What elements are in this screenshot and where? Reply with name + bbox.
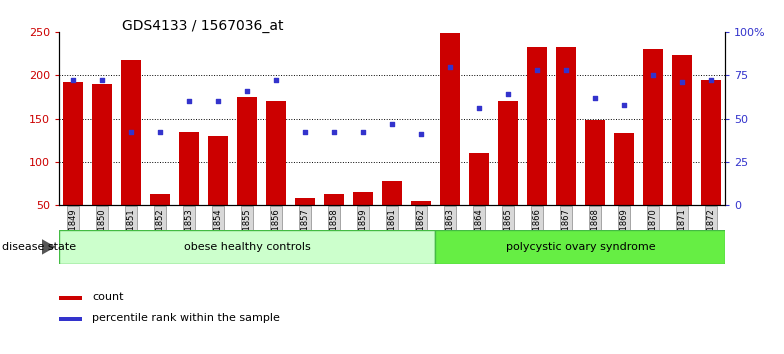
Point <box>154 130 166 135</box>
Polygon shape <box>42 239 56 255</box>
Point <box>299 130 311 135</box>
Point <box>444 64 456 69</box>
Bar <box>498 101 518 205</box>
Bar <box>440 33 460 205</box>
Bar <box>150 194 170 205</box>
Point <box>96 78 108 83</box>
Point <box>415 131 427 137</box>
Text: disease state: disease state <box>2 242 76 252</box>
Point <box>618 102 630 108</box>
Point <box>386 121 398 127</box>
Bar <box>59 230 435 264</box>
Bar <box>59 296 82 300</box>
Bar <box>469 153 489 205</box>
Bar <box>435 230 725 264</box>
Point <box>270 78 282 83</box>
Point <box>212 98 224 104</box>
Bar <box>179 132 199 205</box>
Text: GDS4133 / 1567036_at: GDS4133 / 1567036_at <box>122 19 283 34</box>
Point <box>560 67 572 73</box>
Bar <box>353 192 373 205</box>
Bar <box>527 47 547 205</box>
Point <box>241 88 253 94</box>
Point <box>67 78 79 83</box>
Point <box>328 130 340 135</box>
Bar <box>266 101 286 205</box>
Point <box>676 79 688 85</box>
Bar <box>411 201 431 205</box>
Bar <box>93 84 112 205</box>
Text: percentile rank within the sample: percentile rank within the sample <box>92 313 280 323</box>
Bar <box>672 55 691 205</box>
Bar <box>237 97 257 205</box>
Point <box>357 130 369 135</box>
Bar <box>59 317 82 321</box>
Text: obese healthy controls: obese healthy controls <box>183 242 310 252</box>
Bar <box>295 198 315 205</box>
Point <box>125 130 137 135</box>
Point <box>531 67 543 73</box>
Bar <box>208 136 228 205</box>
Bar <box>121 61 141 205</box>
Bar <box>556 47 576 205</box>
Bar <box>324 194 344 205</box>
Bar <box>701 80 720 205</box>
Bar <box>64 82 83 205</box>
Text: polycystic ovary syndrome: polycystic ovary syndrome <box>506 242 655 252</box>
Bar <box>643 49 663 205</box>
Bar <box>382 181 402 205</box>
Point <box>473 105 485 111</box>
Point <box>589 95 601 101</box>
Point <box>183 98 195 104</box>
Bar <box>614 133 634 205</box>
Text: count: count <box>92 292 124 302</box>
Point <box>647 73 659 78</box>
Point <box>502 91 514 97</box>
Point <box>705 78 717 83</box>
Bar <box>585 120 605 205</box>
